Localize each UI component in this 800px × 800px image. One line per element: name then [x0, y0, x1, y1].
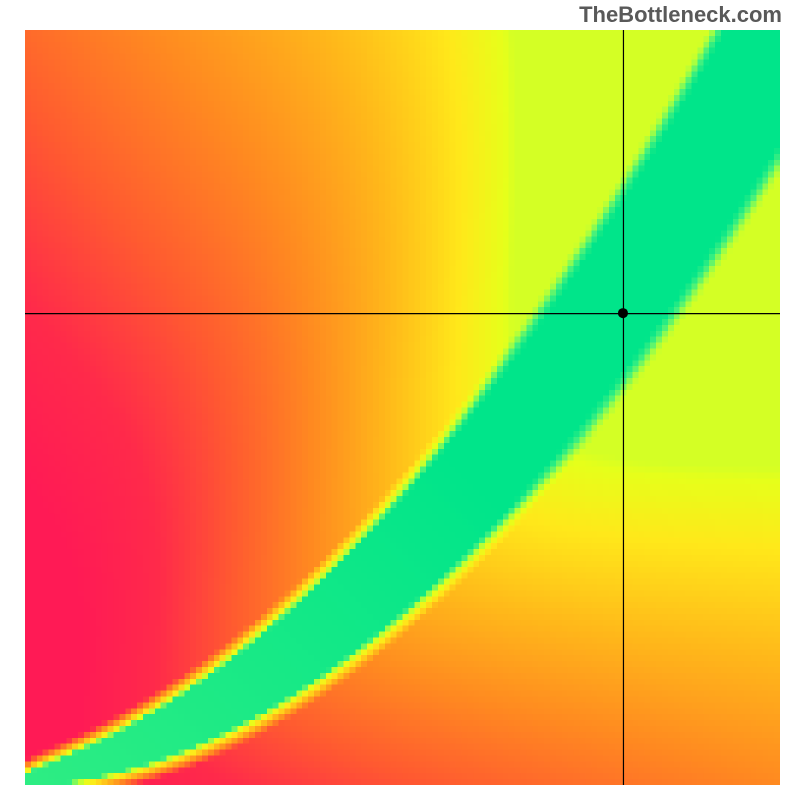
watermark-label: TheBottleneck.com	[579, 2, 782, 28]
crosshair-overlay	[25, 30, 780, 785]
chart-container: TheBottleneck.com	[0, 0, 800, 800]
